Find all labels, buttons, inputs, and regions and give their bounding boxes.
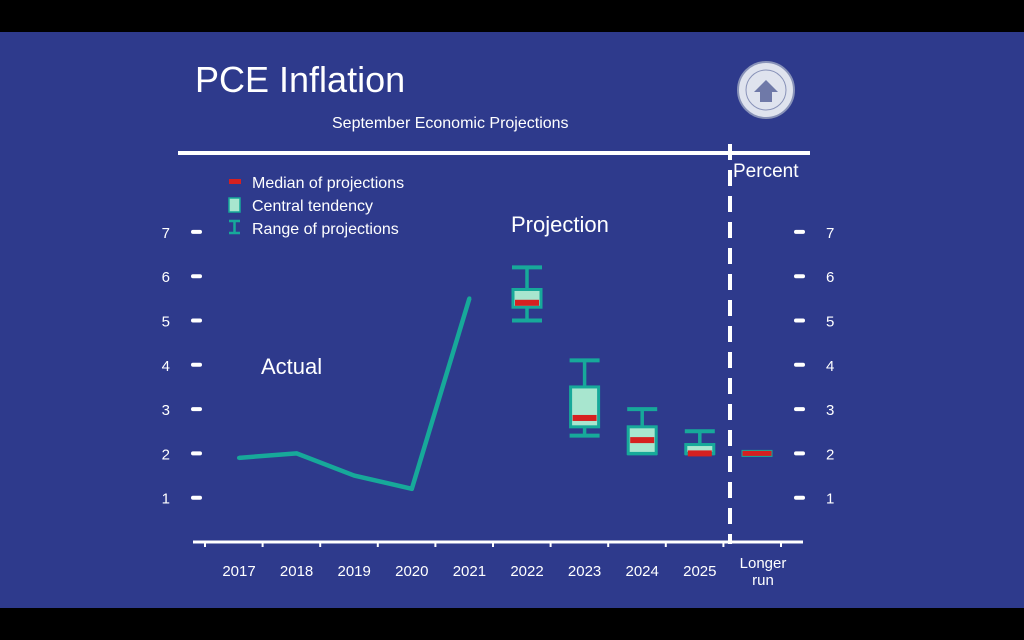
page-subtitle: September Economic Projections: [332, 115, 569, 132]
x-tick-label-2024: 2024: [626, 563, 659, 580]
actual-point-2019: [352, 473, 357, 478]
legend-central-swatch: [228, 197, 241, 213]
slide: PCE Inflation September Economic Project…: [0, 32, 1024, 608]
legend-central-label: Central tendency: [252, 198, 373, 215]
y-tick-label-right: 4: [826, 358, 834, 375]
y-tick-label-left: 5: [162, 314, 170, 331]
x-tick-label-longer-run: Longer run: [740, 555, 787, 589]
y-tick-label-right: 6: [826, 269, 834, 286]
x-tick-label-2023: 2023: [568, 563, 601, 580]
x-tick-label-2025: 2025: [683, 563, 716, 580]
y-tick-label-left: 4: [162, 358, 170, 375]
median-mark-2024: [630, 437, 655, 444]
legend-range-swatch: [229, 219, 240, 235]
actual-point-2020: [409, 486, 414, 491]
page-title: PCE Inflation: [195, 59, 405, 100]
actual-point-2017: [237, 455, 241, 460]
y-tick-label-left: 7: [162, 225, 170, 242]
x-tick-label-2021: 2021: [453, 563, 486, 580]
percent-label: Percent: [733, 161, 799, 182]
median-mark-longer-run: [741, 449, 773, 457]
x-tick-label-2020: 2020: [395, 563, 428, 580]
x-tick-label-2022: 2022: [510, 563, 543, 580]
legend-range-label: Range of projections: [252, 221, 399, 238]
x-tick-label-2019: 2019: [338, 563, 371, 580]
median-mark-2025: [687, 450, 712, 457]
projection-label: Projection: [511, 212, 609, 237]
pce-inflation-chart: PCE Inflation September Economic Project…: [162, 59, 835, 589]
y-tick-label-right: 1: [826, 491, 834, 508]
x-tick-label-2018: 2018: [280, 563, 313, 580]
y-tick-label-right: 3: [826, 402, 834, 419]
actual-point-2021: [467, 296, 472, 301]
y-tick-label-right: 2: [826, 446, 834, 463]
legend-median-label: Median of projections: [252, 175, 404, 192]
median-mark-2022: [515, 299, 539, 306]
federal-reserve-seal-icon: [737, 61, 795, 119]
median-mark-2023: [572, 414, 597, 421]
actual-series-line: [238, 297, 472, 492]
y-tick-label-left: 3: [162, 402, 170, 419]
y-tick-label-left: 6: [162, 269, 170, 286]
actual-point-2018: [294, 451, 299, 456]
legend: Median of projections Central tendency R…: [228, 175, 404, 238]
y-tick-label-left: 2: [162, 446, 170, 463]
y-tick-label-left: 1: [162, 491, 170, 508]
x-tick-label-2017: 2017: [222, 563, 255, 580]
y-tick-label-right: 5: [826, 314, 834, 331]
y-tick-label-right: 7: [826, 225, 834, 242]
legend-median-swatch: [229, 179, 241, 184]
actual-label: Actual: [261, 354, 322, 379]
